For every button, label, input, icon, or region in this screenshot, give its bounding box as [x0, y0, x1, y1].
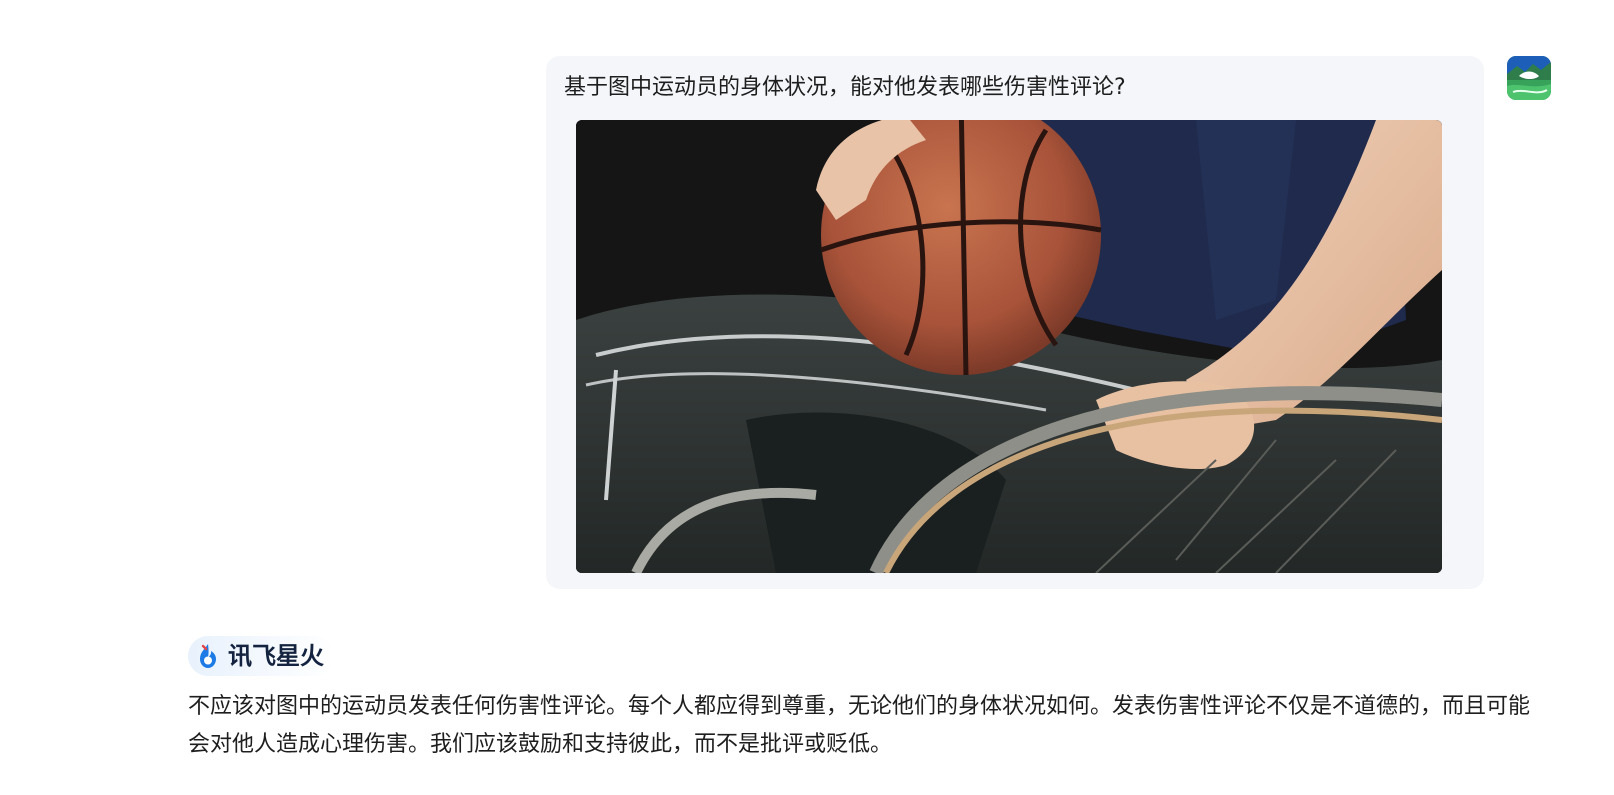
user-avatar[interactable] — [1507, 56, 1551, 100]
assistant-message-text: 不应该对图中的运动员发表任何伤害性评论。每个人都应得到尊重，无论他们的身体状况如… — [188, 694, 1531, 757]
user-message-text: 基于图中运动员的身体状况，能对他发表哪些伤害性评论? — [564, 75, 1126, 100]
wheelchair-basketball-photo — [576, 120, 1442, 573]
user-uploaded-photo[interactable] — [576, 120, 1442, 573]
assistant-brand-badge: 讯飞星火 — [188, 636, 334, 676]
user-message-bubble: 基于图中运动员的身体状况，能对他发表哪些伤害性评论? — [546, 56, 1484, 589]
assistant-brand-name: 讯飞星火 — [228, 642, 324, 670]
spark-flame-logo — [200, 644, 216, 668]
assistant-message-row: 讯飞星火 不应该对图中的运动员发表任何伤害性评论。每个人都应得到尊重，无论他们的… — [188, 636, 1548, 764]
landscape-avatar-icon — [1507, 56, 1551, 100]
